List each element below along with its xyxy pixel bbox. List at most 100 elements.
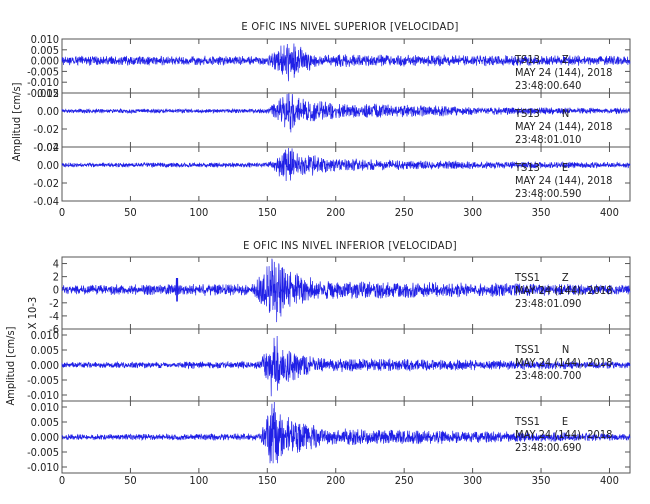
waveform-ts13-n — [61, 93, 631, 133]
panel-frame — [61, 146, 631, 202]
ytick-label: 0.000 — [31, 359, 59, 372]
upper-title: E OFIC INS NIVEL SUPERIOR [VELOCIDAD] — [241, 20, 458, 33]
ytick-label: 2 — [53, 271, 59, 284]
xtick-label: 250 — [395, 206, 414, 219]
station-label: TSS1 E — [514, 415, 568, 428]
ytick-label: 0 — [53, 284, 59, 297]
date-label: MAY 24 (144), 2018 — [515, 284, 612, 297]
station-name: TSS1 — [514, 415, 540, 428]
component-name: N — [562, 107, 569, 120]
xtick-label: 400 — [600, 474, 619, 487]
station-label: TS13 Z — [514, 53, 569, 66]
station-name: TS13 — [514, 161, 540, 174]
time-label: 23:48:01.090 — [515, 297, 581, 310]
xtick-label: 0 — [59, 206, 65, 219]
lower-title: E OFIC INS NIVEL INFERIOR [VELOCIDAD] — [243, 239, 457, 252]
date-label: MAY 24 (144), 2018 — [515, 66, 612, 79]
upper-ylabel: Amplitud [cm/s] — [10, 82, 23, 161]
ytick-label: 4 — [53, 258, 59, 271]
ytick-label: -0.005 — [27, 446, 59, 459]
xtick-label: 400 — [600, 206, 619, 219]
ytick-label: -0.010 — [27, 389, 59, 402]
xtick-label: 300 — [463, 474, 482, 487]
ytick-label: -0.010 — [27, 76, 59, 89]
xtick-label: 250 — [395, 474, 414, 487]
component-name: Z — [562, 271, 569, 284]
station-name: TSS1 — [514, 343, 540, 356]
component-name: E — [562, 415, 568, 428]
waveform-tss1-n — [61, 335, 631, 397]
lower-group: E OFIC INS NIVEL INFERIOR [VELOCIDAD] Am… — [4, 239, 631, 487]
time-label: 23:48:00.700 — [515, 369, 581, 382]
time-label: 23:48:00.690 — [515, 441, 581, 454]
ytick-label: 0.010 — [31, 33, 59, 46]
xtick-label: 300 — [463, 206, 482, 219]
station-label: TSS1 N — [514, 343, 569, 356]
xtick-label: 0 — [59, 474, 65, 487]
component-name: Z — [562, 53, 569, 66]
ytick-label: -0.015 — [27, 87, 59, 100]
ytick-label: -2 — [49, 297, 59, 310]
lower-ylabel: Amplitud [cm/s] — [4, 326, 17, 405]
xtick-label: 350 — [532, 206, 551, 219]
ytick-label: -0.04 — [33, 195, 59, 208]
waveform-ts13-e — [61, 147, 631, 181]
ytick-label: -0.005 — [27, 374, 59, 387]
ytick-label: -0.02 — [33, 123, 59, 136]
time-label: 23:48:00.640 — [515, 79, 581, 92]
station-name: TSS1 — [514, 271, 540, 284]
ytick-label: -0.02 — [33, 177, 59, 190]
xtick-label: 50 — [124, 474, 137, 487]
ytick-label: 0.005 — [31, 344, 59, 357]
ytick-label: -6 — [49, 323, 59, 336]
station-label: TSS1 Z — [514, 271, 569, 284]
date-label: MAY 24 (144), 2018 — [515, 356, 612, 369]
ytick-label: -4 — [49, 310, 59, 323]
ytick-label: -0.005 — [27, 65, 59, 78]
waveform-tss1-z — [61, 258, 631, 323]
station-label: TS13 N — [514, 107, 569, 120]
xtick-label: 100 — [189, 206, 208, 219]
scale-label: X 10-3 — [26, 297, 39, 329]
ytick-label: -0.04 — [33, 141, 59, 154]
ytick-label: 0.02 — [37, 141, 59, 154]
xtick-label: 200 — [326, 474, 345, 487]
xtick-label: 350 — [532, 474, 551, 487]
xtick-label: 150 — [258, 206, 277, 219]
ytick-label: 0.005 — [31, 44, 59, 57]
ytick-label: 0.010 — [31, 401, 59, 414]
xtick-label: 50 — [124, 206, 137, 219]
xtick-label: 200 — [326, 206, 345, 219]
xtick-label: 100 — [189, 474, 208, 487]
date-label: MAY 24 (144), 2018 — [515, 428, 612, 441]
station-name: TS13 — [514, 107, 540, 120]
ytick-label: 0.000 — [31, 55, 59, 68]
time-label: 23:48:01.010 — [515, 133, 581, 146]
upper-group: E OFIC INS NIVEL SUPERIOR [VELOCIDAD] Am… — [10, 20, 631, 219]
date-label: MAY 24 (144), 2018 — [515, 174, 612, 187]
ytick-label: 0.005 — [31, 416, 59, 429]
ytick-label: 0.000 — [31, 431, 59, 444]
ytick-label: 0.010 — [31, 329, 59, 342]
ytick-label: -0.010 — [27, 461, 59, 474]
date-label: MAY 24 (144), 2018 — [515, 120, 612, 133]
component-name: N — [562, 343, 569, 356]
waveform-tss1-e — [61, 401, 631, 464]
station-name: TS13 — [514, 53, 540, 66]
time-label: 23:48:00.590 — [515, 187, 581, 200]
waveform-ts13-z — [61, 43, 631, 82]
xtick-label: 150 — [258, 474, 277, 487]
ytick-label: 0.00 — [37, 159, 59, 172]
ytick-label: 0.00 — [37, 105, 59, 118]
station-label: TS13 E — [514, 161, 568, 174]
component-name: E — [562, 161, 568, 174]
